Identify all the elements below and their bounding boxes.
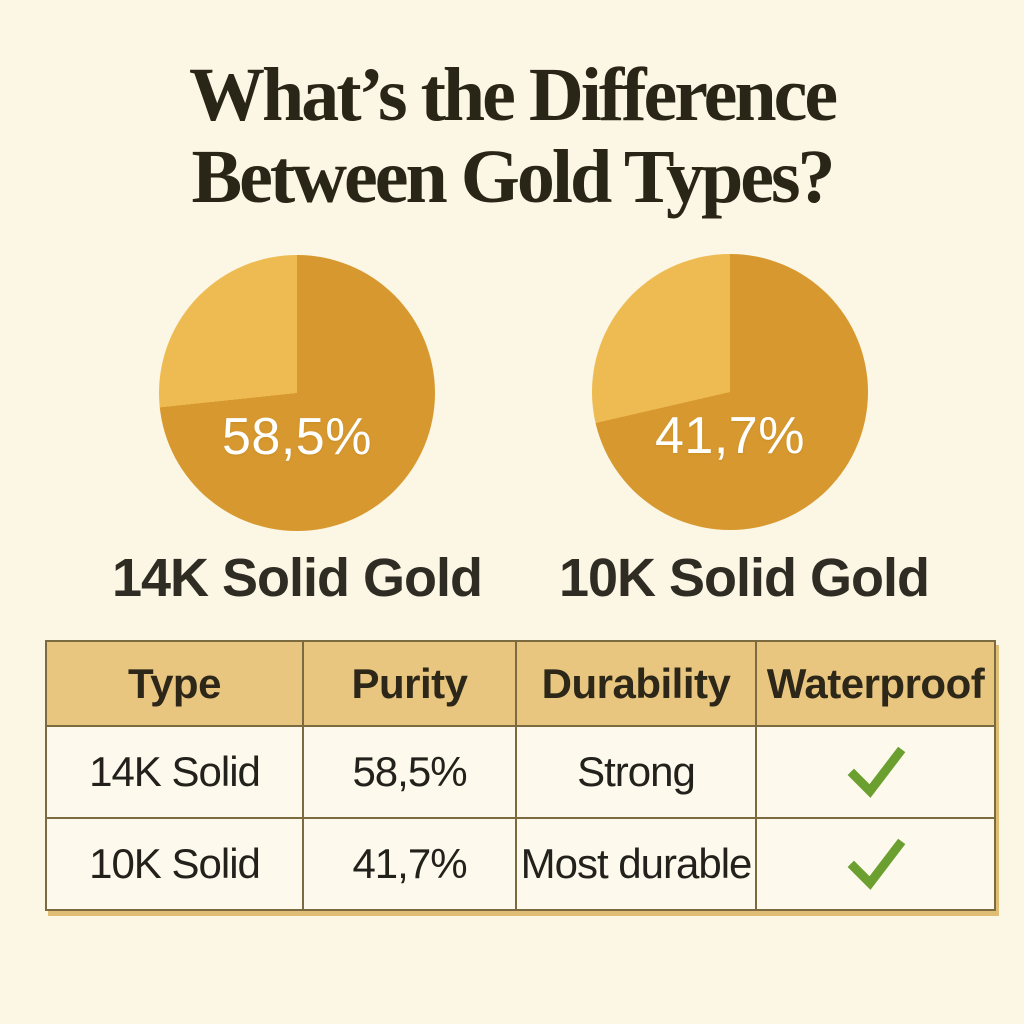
pie-chart-10k: 41,7% (592, 254, 868, 530)
pie-value-14k: 58,5% (222, 408, 372, 467)
table-row-10k: 10K Solid 41,7% Most durable (45, 817, 996, 911)
pie-value-10k: 41,7% (655, 407, 805, 466)
comparison-table: Type Purity Durability Waterproof 14K So… (45, 640, 996, 911)
title-line-1: What’s the Difference (188, 53, 838, 137)
cell-type-14k: 14K Solid (45, 725, 304, 819)
table-row-14k: 14K Solid 58,5% Strong (45, 725, 996, 819)
cell-durability-14k: Strong (515, 725, 757, 819)
pie-label-14k: 14K Solid Gold (111, 548, 483, 608)
cell-purity-14k: 58,5% (302, 725, 517, 819)
checkmark-icon (847, 839, 905, 891)
pie-label-10k: 10K Solid Gold (558, 548, 930, 608)
header-type: Type (45, 640, 304, 727)
cell-waterproof-10k (755, 817, 996, 911)
header-durability: Durability (515, 640, 757, 727)
page-title: What’s the Difference Between Gold Types… (0, 54, 1024, 218)
header-waterproof: Waterproof (755, 640, 996, 727)
header-purity: Purity (302, 640, 517, 727)
cell-waterproof-14k (755, 725, 996, 819)
pie-chart-14k: 58,5% (159, 255, 435, 531)
checkmark-icon (847, 747, 905, 799)
cell-purity-10k: 41,7% (302, 817, 517, 911)
title-line-2: Between Gold Types? (191, 135, 835, 220)
cell-type-10k: 10K Solid (45, 817, 304, 911)
table-header-row: Type Purity Durability Waterproof (45, 640, 996, 727)
cell-durability-10k: Most durable (515, 817, 757, 911)
